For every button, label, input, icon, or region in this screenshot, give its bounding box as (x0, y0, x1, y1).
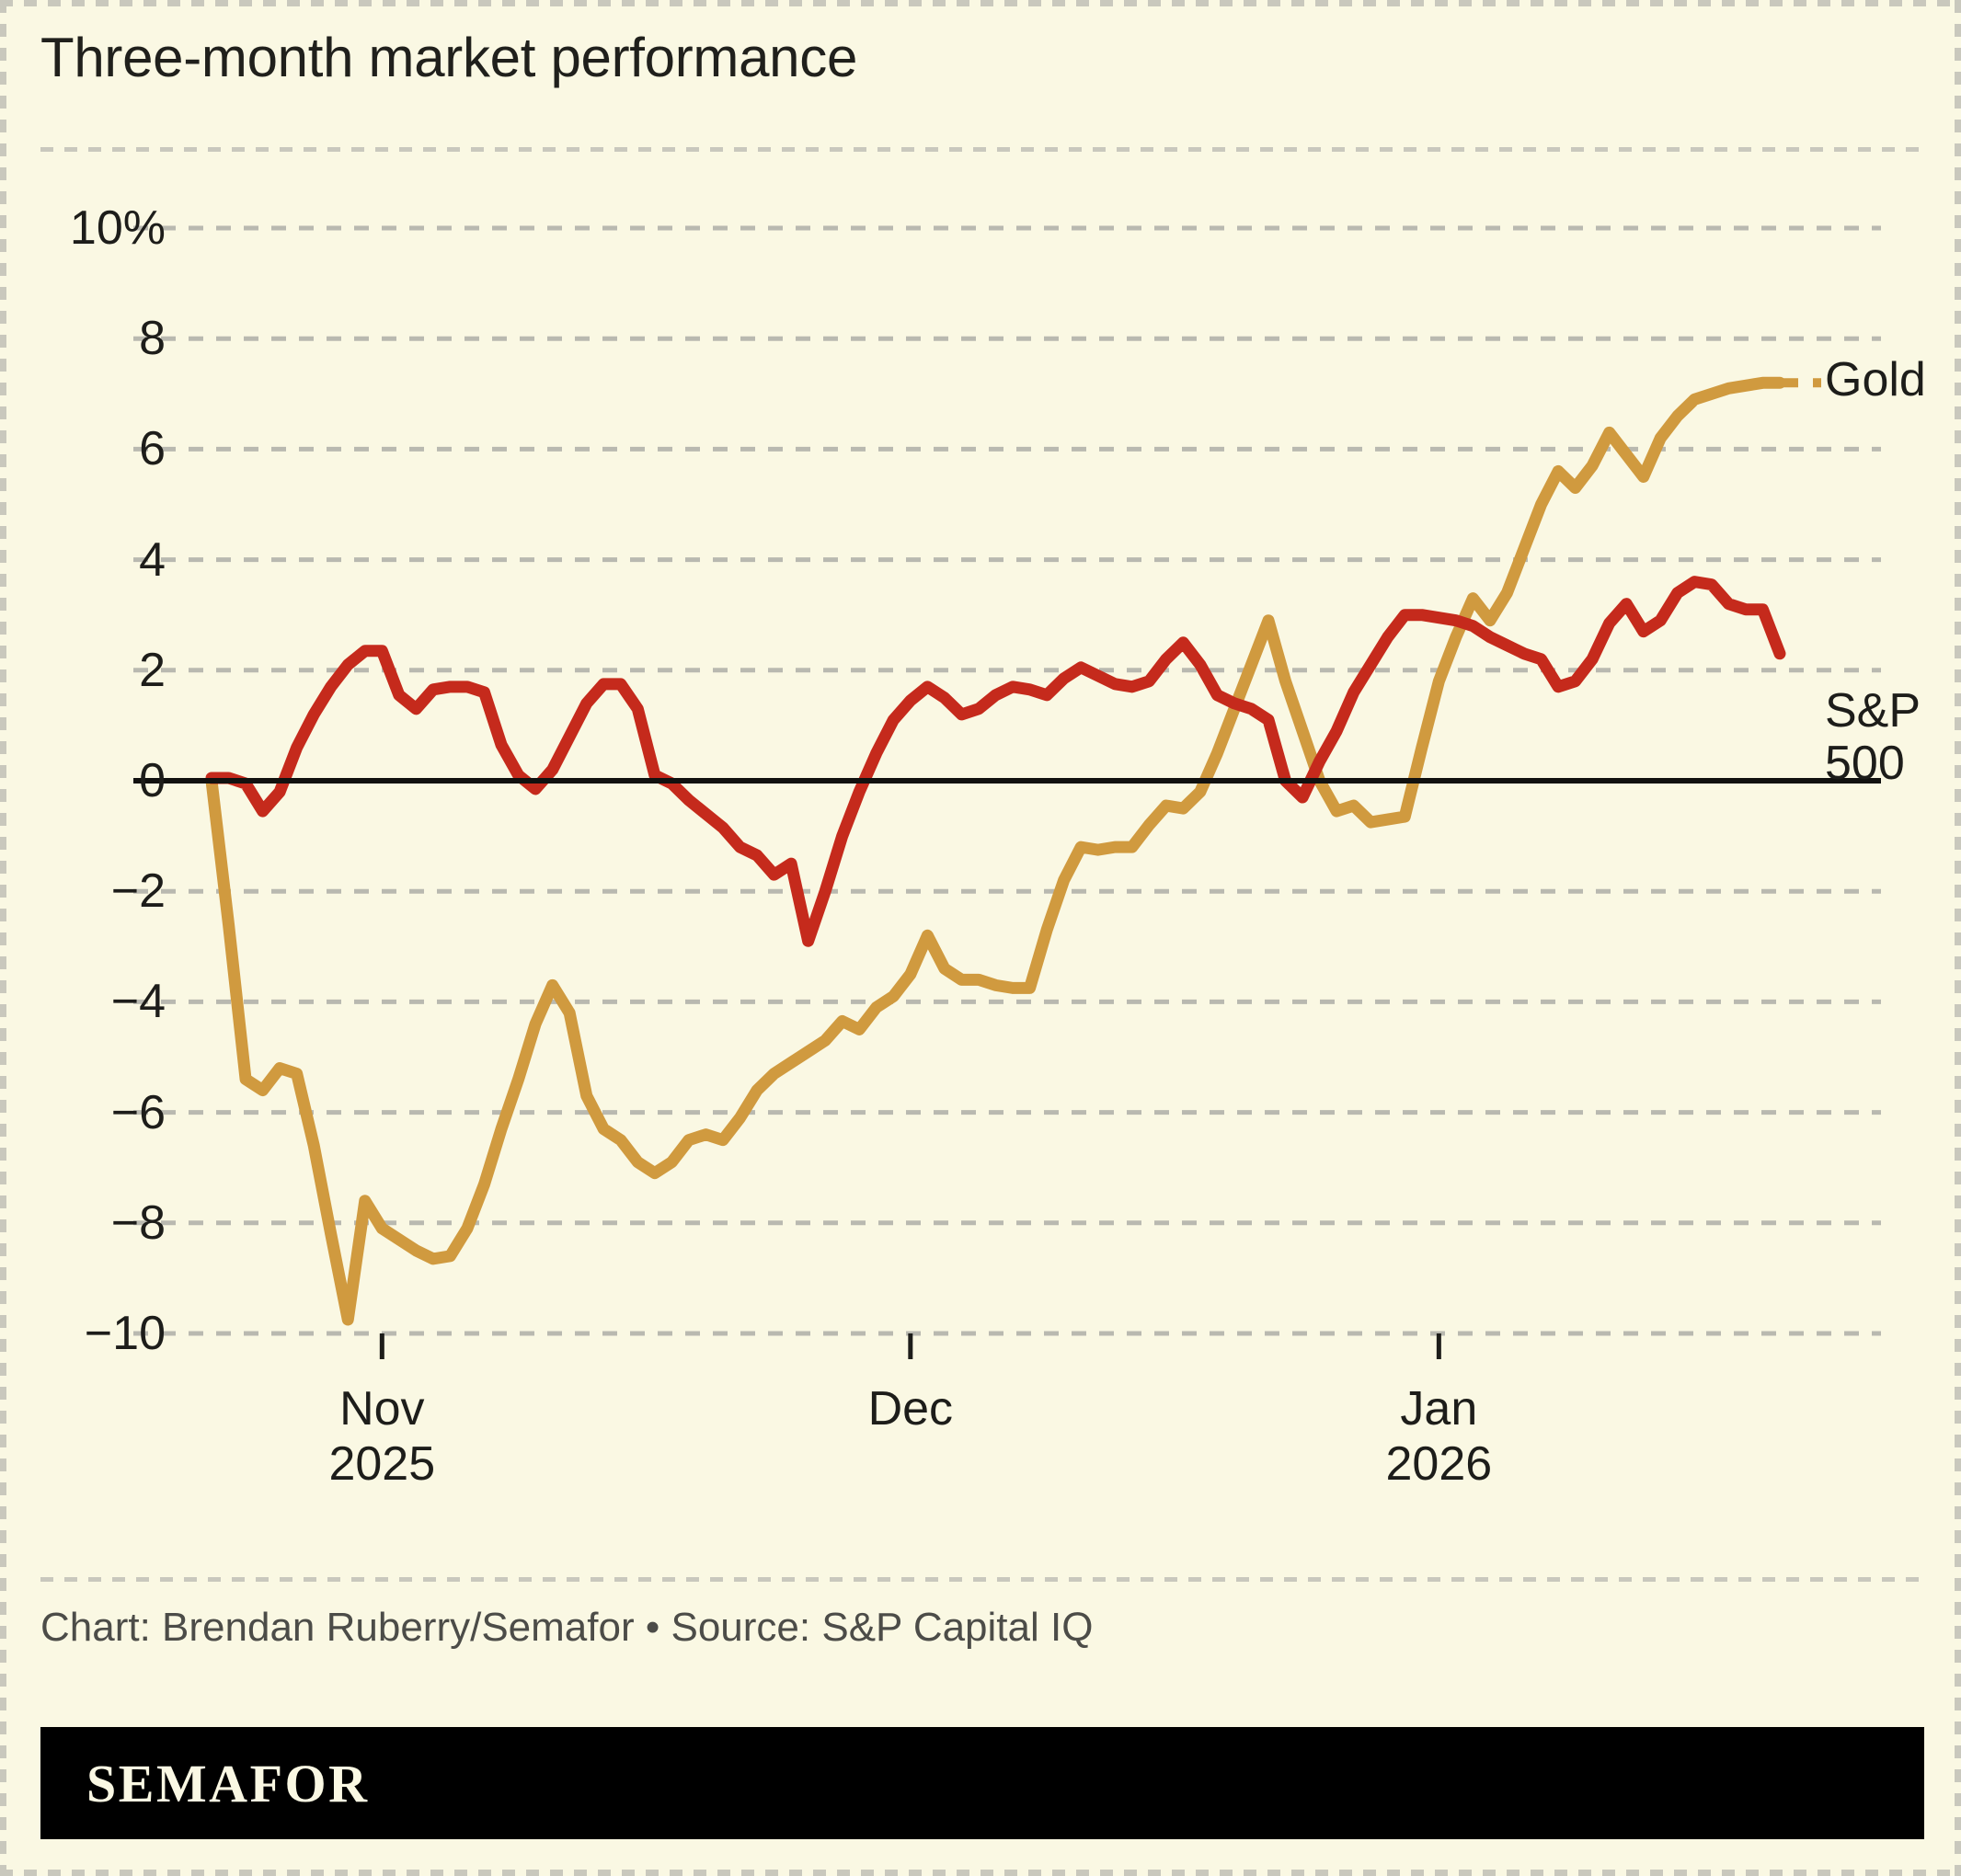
x-axis-tick-label-line: Nov (339, 1382, 425, 1436)
x-axis-tick-label: Dec (763, 1381, 1058, 1436)
divider-top (40, 147, 1924, 152)
semafor-logo-bar: SEMAFOR (40, 1727, 1924, 1839)
canvas-border-bottom (0, 1870, 1961, 1876)
x-tick-marks (379, 1333, 1441, 1359)
series-label-gold-text: Gold (1825, 353, 1926, 406)
x-axis-tick-label-line: Dec (867, 1382, 954, 1436)
series-label-gold: Gold (1825, 353, 1926, 406)
y-axis-tick-label: −6 (110, 1085, 166, 1139)
canvas-border-top (0, 0, 1961, 6)
y-axis-tick-label: 10% (69, 201, 166, 255)
y-axis-tick-label: 4 (139, 532, 166, 587)
y-axis-tick-label: −2 (110, 864, 166, 919)
y-axis-tick-label: 0 (139, 754, 166, 807)
series-line-gold (205, 376, 1786, 1326)
y-axis-tick-label: −10 (84, 1307, 166, 1360)
series-label-sp500-line1: S&P (1825, 684, 1921, 738)
x-axis-tick-label-line: Jan (1400, 1382, 1478, 1436)
series-line-sp500 (205, 576, 1786, 947)
y-axis-tick-label: 8 (139, 312, 166, 366)
y-axis-tick-label: −8 (110, 1195, 166, 1250)
chart-credit: Chart: Brendan Ruberry/Semafor • Source:… (40, 1605, 1094, 1650)
y-axis-tick-label: 6 (139, 422, 166, 476)
series-label-sp500-line2: 500 (1825, 737, 1905, 791)
x-axis-tick-label-line: 2025 (328, 1437, 436, 1492)
semafor-wordmark: SEMAFOR (86, 1754, 370, 1813)
x-axis-tick-label: Jan 2026 (1291, 1381, 1586, 1493)
y-axis-tick-label: −4 (110, 975, 166, 1029)
chart-title: Three-month market performance (40, 27, 858, 88)
canvas-border-left (0, 0, 6, 1876)
x-axis-tick-label: Nov 2025 (235, 1381, 529, 1493)
series-label-sp500: S&P 500 (1825, 684, 1921, 791)
y-axis-tick-label: 2 (139, 643, 166, 697)
canvas-border-right (1955, 0, 1961, 1876)
gridlines (133, 225, 1881, 1336)
divider-bottom (40, 1577, 1924, 1582)
x-axis-tick-label-line: 2026 (1385, 1437, 1493, 1492)
